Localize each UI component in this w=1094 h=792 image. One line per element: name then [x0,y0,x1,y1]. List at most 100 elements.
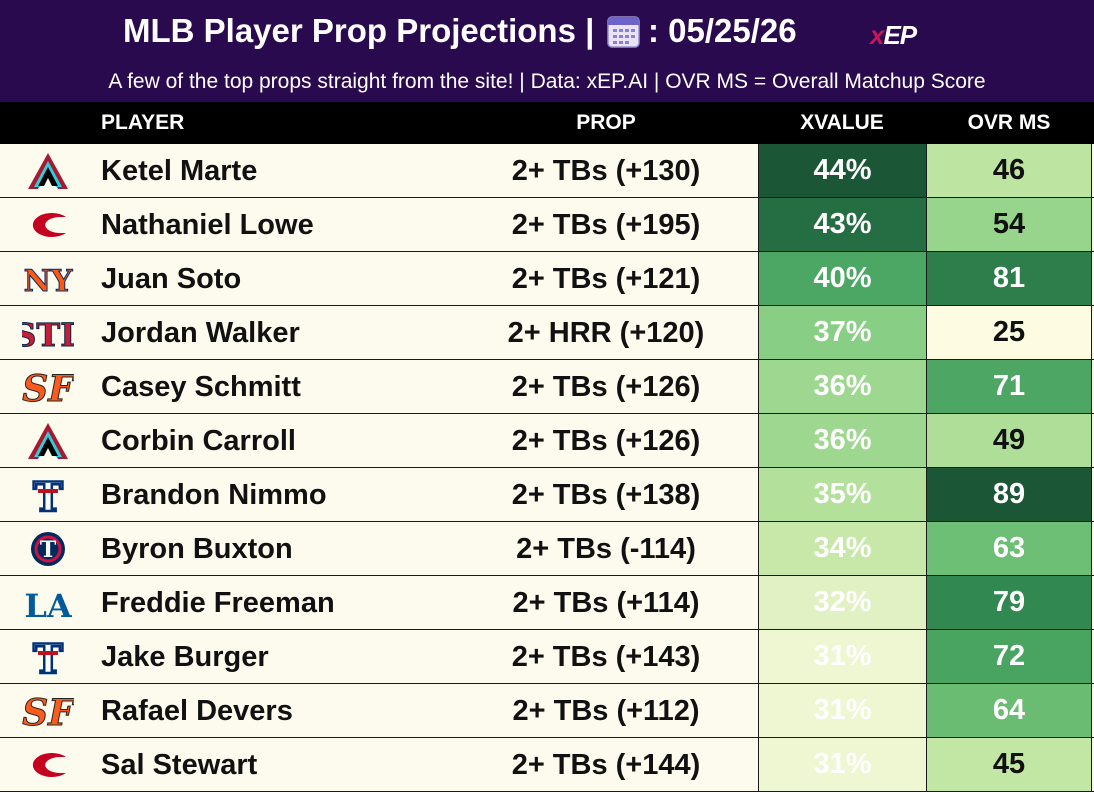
mets-logo-icon: NY [22,259,74,300]
player-name: Rafael Devers [101,695,293,727]
player-name: Jordan Walker [101,317,300,349]
calendar-icon [607,16,640,48]
prop-value: 2+ HRR (+120) [507,317,705,349]
ovr-ms-cell: 46 [927,144,1091,197]
row-divider [0,359,1094,360]
ovr-ms-cell: 49 [927,414,1091,467]
row-divider [0,575,1094,576]
player-name: Corbin Carroll [101,425,296,457]
prop-value: 2+ TBs (+121) [511,263,701,295]
row-divider [0,737,1094,738]
column-header-player: PLAYER [101,111,185,134]
diamondbacks-logo-icon [22,421,74,461]
svg-text:T: T [33,475,63,515]
row-divider [0,251,1094,252]
prop-value: 2+ TBs (-114) [516,533,696,565]
table-row: T Brandon Nimmo 2+ TBs (+138) 35% 89 [0,468,1094,522]
xvalue-cell: 43% [759,198,926,251]
twins-logo-icon: T [22,529,74,569]
ovr-ms-cell: 54 [927,198,1091,251]
xvalue-cell: 32% [759,576,926,629]
table-row: Ketel Marte 2+ TBs (+130) 44% 46 [0,144,1094,198]
xvalue-cell: 34% [759,522,926,575]
table-row: T Byron Buxton 2+ TBs (-114) 34% 63 [0,522,1094,576]
table-row: NY Juan Soto 2+ TBs (+121) 40% 81 [0,252,1094,306]
svg-text:SF: SF [22,368,74,407]
player-name: Jake Burger [101,641,269,673]
xvalue-cell: 36% [759,360,926,413]
ovr-ms-cell: 71 [927,360,1091,413]
dodgers-logo-icon: LA [22,583,74,625]
chart-date: : 05/25/26 [648,12,797,49]
xvalue-cell: 37% [759,306,926,359]
svg-text:LA: LA [24,587,73,623]
player-name: Nathaniel Lowe [101,209,314,241]
ovr-ms-cell: 81 [927,252,1091,305]
column-divider-xvalue [758,144,759,791]
cardinals-logo-icon: STL [13,313,83,355]
column-divider-ovr [926,144,927,791]
ovr-ms-cell: 64 [927,684,1091,737]
prop-value: 2+ TBs (+143) [511,641,701,673]
ovr-ms-cell: 45 [927,738,1091,791]
xvalue-cell: 35% [759,468,926,521]
svg-text:STL: STL [22,316,74,353]
player-name: Sal Stewart [101,749,258,781]
column-divider-right [1091,144,1092,791]
reds-logo-icon [22,205,74,245]
player-name: Byron Buxton [101,533,293,565]
table-row: SF Rafael Devers 2+ TBs (+112) 31% 64 [0,684,1094,738]
table-row: T Jake Burger 2+ TBs (+143) 31% 72 [0,630,1094,684]
rangers-logo-icon: T [22,473,74,523]
row-divider [0,683,1094,684]
prop-value: 2+ TBs (+112) [512,695,700,727]
xep-logo-x: x [870,20,885,50]
column-header-ovr-ms: OVR MS [967,111,1051,134]
svg-text:SF: SF [22,692,74,731]
row-divider [0,521,1094,522]
prop-value: 2+ TBs (+126) [511,371,701,403]
player-name: Casey Schmitt [101,371,301,403]
row-divider [0,629,1094,630]
row-divider [0,467,1094,468]
ovr-ms-cell: 25 [927,306,1091,359]
xvalue-cell: 31% [759,630,926,683]
ovr-ms-cell: 72 [927,630,1091,683]
prop-value: 2+ TBs (+144) [511,749,701,781]
prop-value: 2+ TBs (+195) [511,209,701,241]
chart-title: MLB Player Prop Projections | [123,12,595,49]
chart-subtitle: A few of the top props straight from the… [108,70,986,93]
prop-value: 2+ TBs (+138) [511,479,701,511]
player-name: Brandon Nimmo [101,479,327,511]
player-name: Freddie Freeman [101,587,335,619]
title-banner: MLB Player Prop Projections | : 05/25/26… [0,0,1094,102]
row-divider [0,197,1094,198]
table-row: Corbin Carroll 2+ TBs (+126) 36% 49 [0,414,1094,468]
ovr-ms-cell: 79 [927,576,1091,629]
prop-value: 2+ TBs (+130) [511,155,701,187]
title-line: MLB Player Prop Projections | : 05/25/26… [0,8,1094,52]
prop-value: 2+ TBs (+114) [512,587,700,619]
table-row: STL Jordan Walker 2+ HRR (+120) 37% 25 [0,306,1094,360]
xvalue-cell: 36% [759,414,926,467]
prop-value: 2+ TBs (+126) [511,425,701,457]
row-divider [0,305,1094,306]
column-header-row: PLAYER PROP XVALUE OVR MS [0,102,1094,144]
table-row: Nathaniel Lowe 2+ TBs (+195) 43% 54 [0,198,1094,252]
player-name: Juan Soto [101,263,242,295]
giants-logo-icon: SF [22,367,77,411]
svg-text:T: T [33,637,63,677]
column-header-xvalue: XVALUE [800,111,884,134]
xvalue-cell: 31% [759,738,926,791]
column-header-prop: PROP [576,111,636,134]
reds-logo-icon [22,745,74,785]
rangers-logo-icon: T [22,635,74,685]
table-row: LA Freddie Freeman 2+ TBs (+114) 32% 79 [0,576,1094,630]
svg-text:NY: NY [24,264,73,299]
xvalue-cell: 44% [759,144,926,197]
row-divider [0,413,1094,414]
player-name: Ketel Marte [101,155,258,187]
xep-logo: xEP [870,20,917,50]
ovr-ms-cell: 89 [927,468,1091,521]
